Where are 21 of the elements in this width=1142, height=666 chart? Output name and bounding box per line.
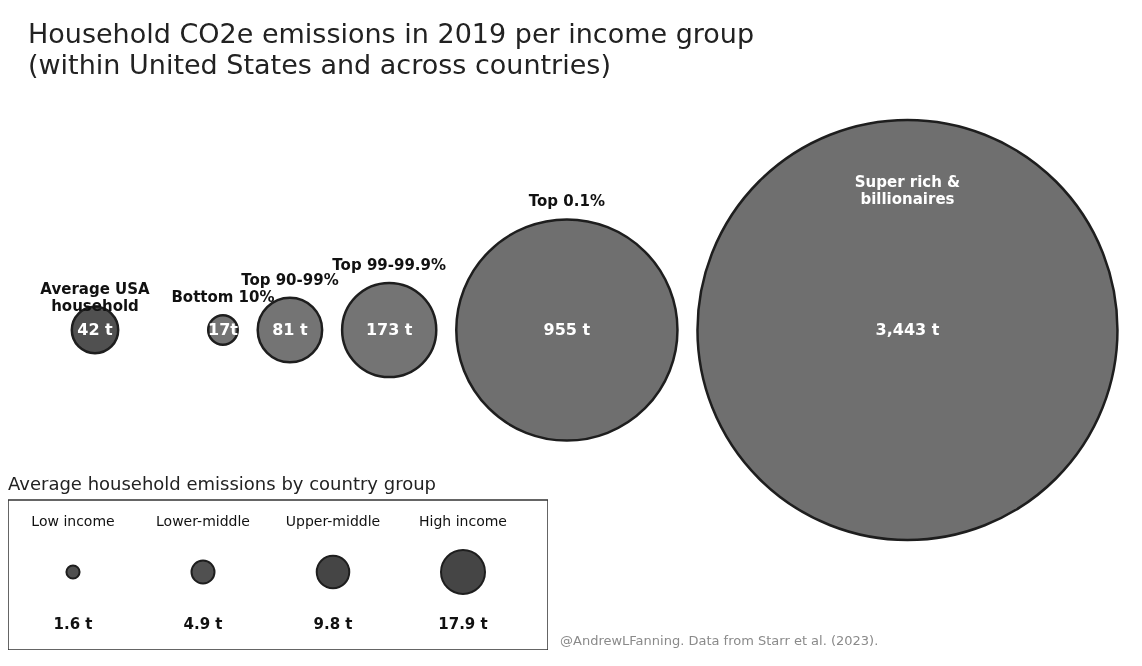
category-label: Upper-middle	[285, 513, 381, 529]
category-label: Lower-middle	[156, 513, 250, 529]
data-label: 3,443 t	[875, 320, 940, 339]
category-label: Low income	[31, 513, 115, 529]
text: (within United States and across countries)	[28, 49, 611, 80]
data-label: 173 t	[365, 320, 413, 339]
data-label: 955 t	[543, 320, 591, 339]
data-label: 42 t	[77, 320, 114, 339]
category-label: Average USA household	[40, 279, 151, 315]
category-label: Top 0.1%	[528, 192, 605, 211]
category-label: Super rich & billionaires	[854, 173, 961, 208]
category-label: Bottom 10%	[171, 288, 275, 307]
data-label: 1.6 t	[53, 615, 93, 633]
data-label: 81 t	[272, 320, 309, 339]
data-label: 4.9 t	[183, 615, 223, 633]
data-label: 17.9 t	[438, 615, 488, 633]
text: Average household emissions by country group	[8, 473, 437, 494]
text: Household CO2e emissions in 2019 per income group	[28, 18, 755, 49]
data-label: 9.8 t	[313, 615, 353, 633]
text: @AndrewLFanning. Data from Starr et al. (2023).	[560, 633, 879, 648]
category-label: High income	[419, 513, 507, 529]
